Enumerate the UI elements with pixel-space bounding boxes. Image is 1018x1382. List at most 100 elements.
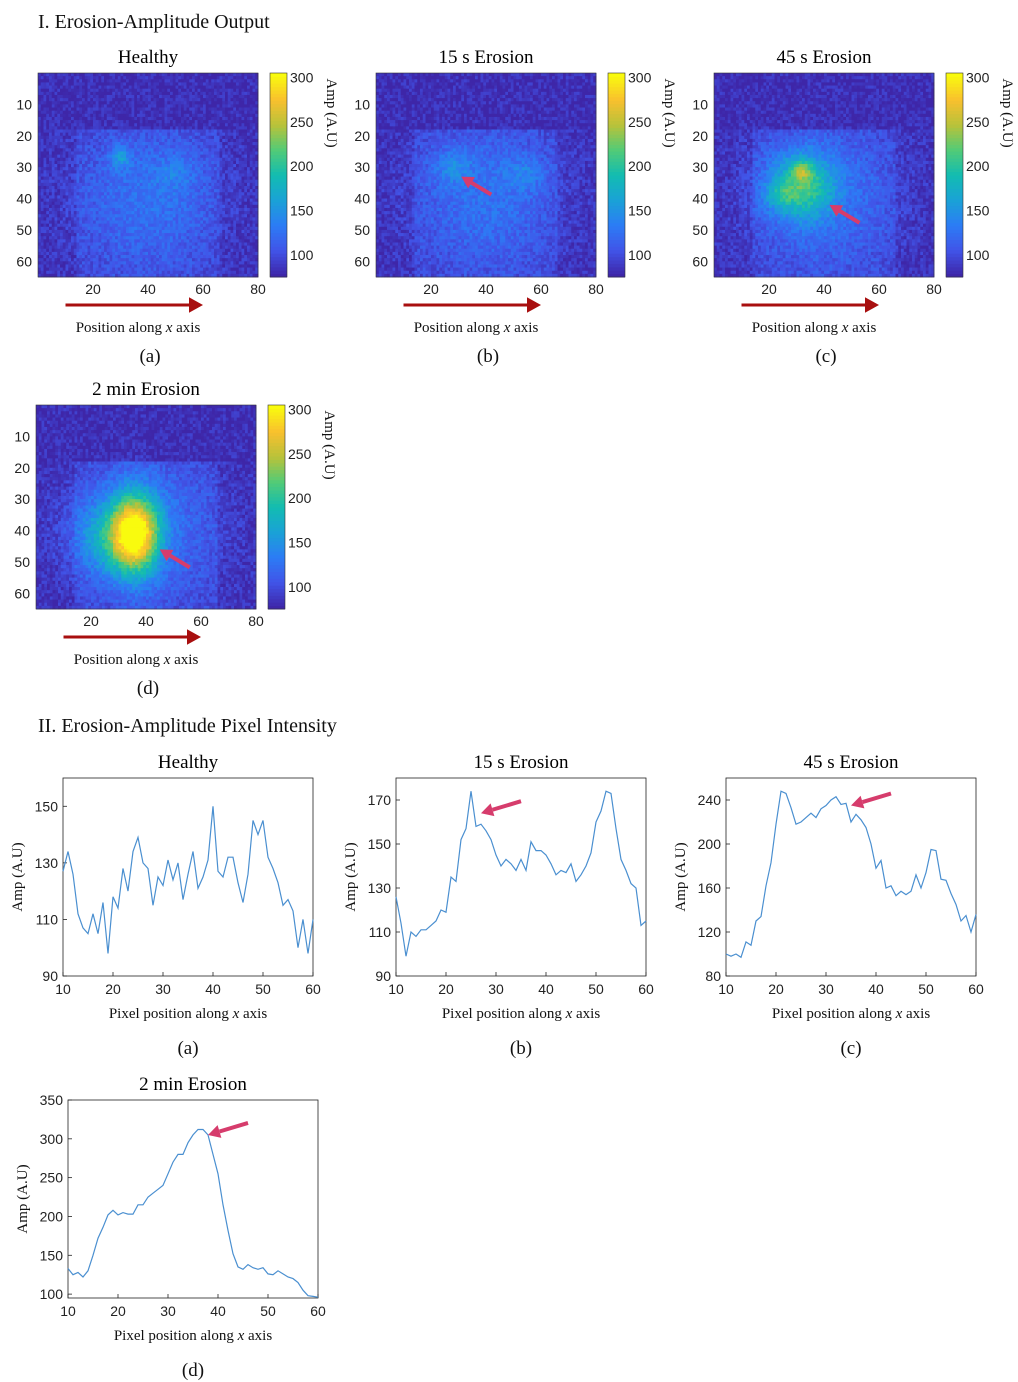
heatmap-cell <box>150 239 154 243</box>
heatmap-cell <box>112 189 116 193</box>
heatmap-cell <box>90 226 94 231</box>
heatmap-cell <box>211 211 215 215</box>
heatmap-cell <box>183 229 187 234</box>
heatmap-cell <box>115 73 119 77</box>
heatmap-cell <box>115 223 119 228</box>
heatmap-cell <box>236 126 240 130</box>
heatmap-cell <box>189 73 193 77</box>
heatmap-cell <box>161 164 165 168</box>
heatmap-cell <box>120 82 124 86</box>
heatmap-cell <box>90 113 94 118</box>
heatmap-cell <box>51 267 55 272</box>
heatmap-cell <box>175 207 179 212</box>
heatmap-cell <box>68 110 72 115</box>
heatmap-cell <box>156 173 160 177</box>
heatmap-cell <box>194 261 198 265</box>
heatmap-cell <box>123 198 127 203</box>
heatmap-cell <box>76 79 80 83</box>
heatmap-cell <box>219 123 223 127</box>
heatmap-cell <box>181 167 185 171</box>
heatmap-cell <box>156 251 160 256</box>
heatmap-cell <box>79 120 83 124</box>
heatmap-cell <box>244 236 248 240</box>
heatmap-cell <box>139 223 143 228</box>
heatmap-cell <box>95 73 99 77</box>
heatmap-cell <box>49 267 53 272</box>
heatmap-cell <box>197 179 201 184</box>
heatmap-cell <box>192 217 196 221</box>
heatmap-cell <box>247 207 251 212</box>
heatmap-cell <box>186 101 190 105</box>
heatmap-cell <box>38 98 42 102</box>
heatmap-cell <box>249 76 253 80</box>
heatmap-cell <box>219 242 223 247</box>
heatmap-cell <box>51 179 55 184</box>
heatmap-cell <box>109 138 113 143</box>
heatmap-cell <box>170 201 174 206</box>
heatmap-cell <box>148 132 152 137</box>
heatmap-cell <box>98 76 102 80</box>
heatmap-cell <box>82 201 86 206</box>
heatmap-cell <box>203 264 207 268</box>
heatmap-cell <box>131 239 135 243</box>
heatmap-cell <box>214 138 218 143</box>
heatmap-cell <box>145 207 149 212</box>
heatmap-cell <box>123 204 127 209</box>
heatmap-cell <box>134 73 138 77</box>
heatmap-cell <box>60 179 64 184</box>
heatmap-cell <box>90 142 94 146</box>
heatmap-cell <box>156 201 160 206</box>
heatmap-cell <box>164 173 168 177</box>
heatmap-cell <box>238 148 242 152</box>
heatmap-cell <box>57 107 61 112</box>
heatmap-cell <box>90 233 94 237</box>
heatmap-cell <box>126 104 130 108</box>
heatmap-cell <box>145 110 149 115</box>
heatmap-cell <box>137 126 141 130</box>
heatmap-cell <box>40 132 44 137</box>
heatmap-cell <box>230 195 234 199</box>
heatmap-cell <box>112 132 116 137</box>
heatmap-cell <box>98 214 102 218</box>
heatmap-cell <box>178 101 182 105</box>
heatmap-cell <box>79 182 83 187</box>
heatmap-cell <box>95 182 99 187</box>
heatmap-cell <box>112 204 116 209</box>
heatmap-cell <box>120 142 124 146</box>
heatmap-cell <box>255 94 259 99</box>
heatmap-cell <box>46 116 50 121</box>
heatmap-cell <box>62 201 66 206</box>
heatmap-cell <box>38 182 42 187</box>
heatmap-cell <box>183 204 187 209</box>
heatmap-cell <box>186 148 190 152</box>
heatmap-cell <box>200 79 204 83</box>
heatmap-cell <box>150 123 154 127</box>
heatmap-cell <box>137 233 141 237</box>
heatmap-cell <box>131 120 135 124</box>
heatmap-cell <box>255 189 259 193</box>
heatmap-cell <box>79 189 83 193</box>
heatmap-cell <box>84 132 88 137</box>
heatmap-cell <box>115 120 119 124</box>
heatmap-cell <box>148 126 152 130</box>
heatmap-cell <box>205 142 209 146</box>
heatmap-cell <box>43 170 47 174</box>
heatmap-cell <box>49 214 53 218</box>
heatmap-cell <box>153 239 157 243</box>
heatmap-cell <box>131 226 135 231</box>
heatmap-cell <box>109 226 113 231</box>
heatmap-cell <box>49 107 53 112</box>
heatmap-cell <box>117 236 121 240</box>
heatmap-cell <box>38 154 42 159</box>
heatmap-cell <box>214 129 218 134</box>
heatmap-cell <box>249 245 253 250</box>
heatmap-cell <box>95 132 99 137</box>
heatmap-cell <box>120 160 124 165</box>
heatmap-cell <box>236 245 240 250</box>
heatmap-cell <box>170 132 174 137</box>
heatmap-cell <box>87 101 91 105</box>
heatmap-cell <box>73 217 77 221</box>
heatmap-cell <box>205 110 209 115</box>
heatmap-cell <box>46 189 50 193</box>
heatmap-cell <box>214 167 218 171</box>
